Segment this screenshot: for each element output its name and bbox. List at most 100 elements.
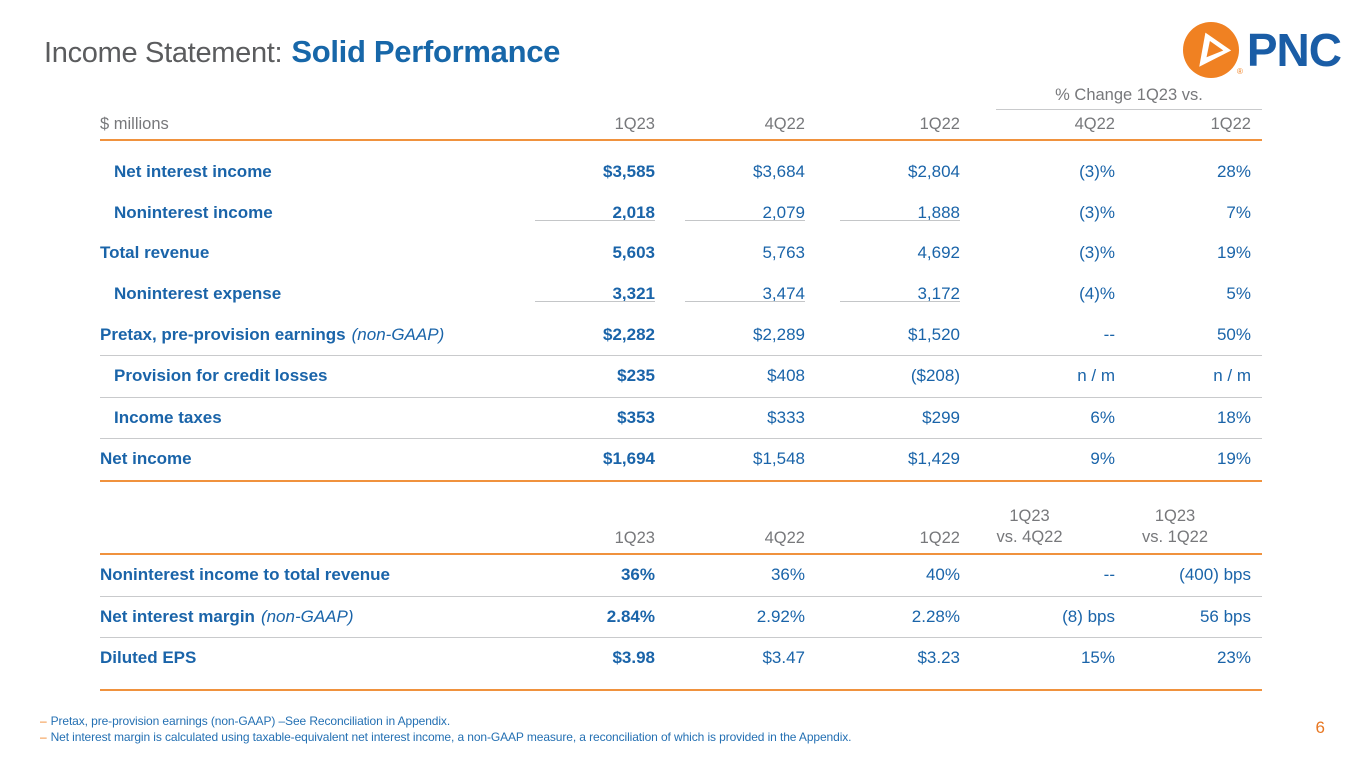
pnc-wordmark: PNC bbox=[1246, 24, 1342, 76]
cell-chg-1q22: 19% bbox=[1216, 449, 1251, 469]
cell-1q23: 2,018 bbox=[520, 203, 655, 223]
cell-4q22: $2,289 bbox=[753, 324, 805, 344]
cell-chg-4q22: 6% bbox=[1090, 407, 1115, 427]
col-1q23: 1Q23 bbox=[614, 115, 655, 133]
row-label: Pretax, pre-provision earnings (non-GAAP) bbox=[100, 324, 445, 344]
col-1q22: 1Q22 bbox=[919, 115, 960, 133]
cell-1q22: $2,804 bbox=[908, 162, 960, 182]
cell-vs-4q22: 15% bbox=[1080, 648, 1115, 668]
table-row-income-taxes: Income taxes $353 $333 $299 6% 18% bbox=[100, 396, 1262, 439]
cell-1q23: 36% bbox=[620, 565, 655, 585]
cell-4q22: $333 bbox=[767, 407, 805, 427]
footnote-line: – Net interest margin is calculated using… bbox=[40, 729, 852, 744]
table-row-total-revenue: Total revenue 5,603 5,763 4,692 (3)% 19% bbox=[100, 233, 1262, 274]
footnote-line: – Pretax, pre-provision earnings (non-GAA… bbox=[40, 714, 451, 728]
cell-1q23: $1,694 bbox=[603, 449, 655, 469]
cell-vs-1q22: 23% bbox=[1216, 648, 1251, 668]
page-title: Income Statement: Solid Performance bbox=[44, 34, 560, 70]
col-4q22: 4Q22 bbox=[764, 115, 805, 133]
cell-1q22: $3.23 bbox=[917, 648, 960, 668]
row-label: Noninterest income bbox=[114, 202, 273, 222]
page-number: 6 bbox=[1315, 718, 1325, 737]
title-prefix: Income Statement: bbox=[44, 37, 283, 69]
pnc-logo: ® PNC bbox=[1182, 22, 1342, 78]
registered-mark: ® bbox=[1236, 67, 1243, 76]
ratios-table-body: Noninterest income to total revenue 36% … bbox=[100, 555, 1262, 679]
cell-1q22: 4,692 bbox=[917, 243, 960, 263]
cell-1q22: ($208) bbox=[910, 366, 960, 386]
row-label: Net interest margin (non-GAAP) bbox=[100, 606, 354, 626]
cell-1q23: $3,585 bbox=[603, 162, 655, 182]
table-row-pretax-preprovision: Pretax, pre-provision earnings (non-GAAP)… bbox=[100, 314, 1262, 355]
row-label: Net interest income bbox=[114, 162, 272, 182]
row-label: Provision for credit losses bbox=[114, 366, 328, 386]
cell-1q23: $2,282 bbox=[603, 324, 655, 344]
col-1q22: 1Q22 bbox=[919, 529, 960, 547]
cell-1q22: 1,888 bbox=[805, 203, 960, 223]
cell-chg-1q22: 5% bbox=[1226, 284, 1251, 304]
cell-1q22: 2.28% bbox=[911, 606, 960, 626]
cell-1q22: $1,429 bbox=[908, 449, 960, 469]
col-chg-4q22: 4Q22 bbox=[1074, 115, 1115, 133]
cell-chg-4q22: n / m bbox=[1077, 366, 1115, 386]
pnc-symbol-icon: ® bbox=[1182, 22, 1243, 78]
cell-chg-1q22: 18% bbox=[1216, 407, 1251, 427]
income-table-body: Net interest income $3,585 $3,684 $2,804… bbox=[100, 141, 1262, 482]
cell-vs-1q22: (400) bps bbox=[1179, 565, 1251, 585]
row-label: Total revenue bbox=[100, 243, 210, 263]
cell-chg-1q22: 50% bbox=[1216, 324, 1251, 344]
col-chg-1q22: 1Q22 bbox=[1210, 115, 1251, 133]
row-label: Net income bbox=[100, 449, 192, 469]
cell-chg-4q22: (4)% bbox=[1079, 284, 1115, 304]
cell-chg-1q22: 28% bbox=[1216, 162, 1251, 182]
cell-1q22: $1,520 bbox=[908, 324, 960, 344]
cell-1q23: 3,321 bbox=[520, 284, 655, 304]
cell-chg-4q22: (3)% bbox=[1079, 202, 1115, 222]
cell-chg-1q22: 7% bbox=[1226, 202, 1251, 222]
cell-1q23: 5,603 bbox=[612, 243, 655, 263]
table-row-noninterest-income: Noninterest income 2,018 2,079 1,888 (3)… bbox=[100, 193, 1262, 234]
cell-4q22: 2.92% bbox=[756, 606, 805, 626]
row-label: Income taxes bbox=[114, 407, 222, 427]
row-label: Diluted EPS bbox=[100, 648, 197, 668]
cell-4q22: $1,548 bbox=[753, 449, 805, 469]
col-1q23-vs-1q22: 1Q23 vs. 1Q22 bbox=[1141, 507, 1209, 546]
table-row-net-income: Net income $1,694 $1,548 $1,429 9% 19% bbox=[100, 438, 1262, 482]
cell-vs-1q22: 56 bps bbox=[1199, 606, 1251, 626]
unit-label: $ millions bbox=[100, 115, 169, 133]
table-row-net-interest-income: Net interest income $3,585 $3,684 $2,804… bbox=[100, 152, 1262, 193]
cell-4q22: 2,079 bbox=[655, 203, 805, 223]
change-header-label: % Change 1Q23 vs. bbox=[996, 86, 1262, 110]
cell-chg-4q22: (3)% bbox=[1079, 243, 1115, 263]
cell-1q23: $353 bbox=[617, 407, 655, 427]
cell-4q22: 3,474 bbox=[655, 284, 805, 304]
title-highlight: Solid Performance bbox=[291, 34, 561, 69]
cell-vs-4q22: -- bbox=[1103, 565, 1115, 585]
row-label: Noninterest expense bbox=[114, 284, 282, 304]
cell-chg-4q22: (3)% bbox=[1079, 162, 1115, 182]
table-row-diluted-eps: Diluted EPS $3.98 $3.47 $3.23 15% 23% bbox=[100, 637, 1262, 679]
table-row-noninterest-income-ratio: Noninterest income to total revenue 36% … bbox=[100, 555, 1262, 596]
income-statement-table: % Change 1Q23 vs. $ millions 1Q23 4Q22 1… bbox=[100, 86, 1262, 482]
change-header-row: % Change 1Q23 vs. bbox=[100, 86, 1262, 110]
cell-4q22: $3,684 bbox=[753, 162, 805, 182]
cell-4q22: 5,763 bbox=[762, 243, 805, 263]
cell-4q22: 36% bbox=[770, 565, 805, 585]
footnotes: – Pretax, pre-provision earnings (non-GAA… bbox=[40, 714, 852, 745]
cell-chg-1q22: n / m bbox=[1213, 366, 1251, 386]
ratios-bottom-rule bbox=[100, 679, 1262, 691]
cell-1q23: 2.84% bbox=[606, 606, 655, 626]
cell-chg-4q22: 9% bbox=[1090, 449, 1115, 469]
table-row-provision-credit-losses: Provision for credit losses $235 $408 ($… bbox=[100, 354, 1262, 397]
table-row-net-interest-margin: Net interest margin (non-GAAP) 2.84% 2.92… bbox=[100, 595, 1262, 638]
cell-1q23: $235 bbox=[617, 366, 655, 386]
table-row-noninterest-expense: Noninterest expense 3,321 3,474 3,172 (4… bbox=[100, 274, 1262, 315]
col-4q22: 4Q22 bbox=[764, 529, 805, 547]
ratios-header-row: 1Q23 4Q22 1Q22 1Q23 vs. 4Q22 1Q23 vs. 1Q… bbox=[100, 500, 1262, 555]
cell-1q22: $299 bbox=[922, 407, 960, 427]
col-1q23-vs-4q22: 1Q23 vs. 4Q22 bbox=[996, 507, 1063, 546]
cell-4q22: $3.47 bbox=[762, 648, 805, 668]
cell-1q22: 40% bbox=[925, 565, 960, 585]
ratios-table: 1Q23 4Q22 1Q22 1Q23 vs. 4Q22 1Q23 vs. 1Q… bbox=[100, 500, 1262, 691]
